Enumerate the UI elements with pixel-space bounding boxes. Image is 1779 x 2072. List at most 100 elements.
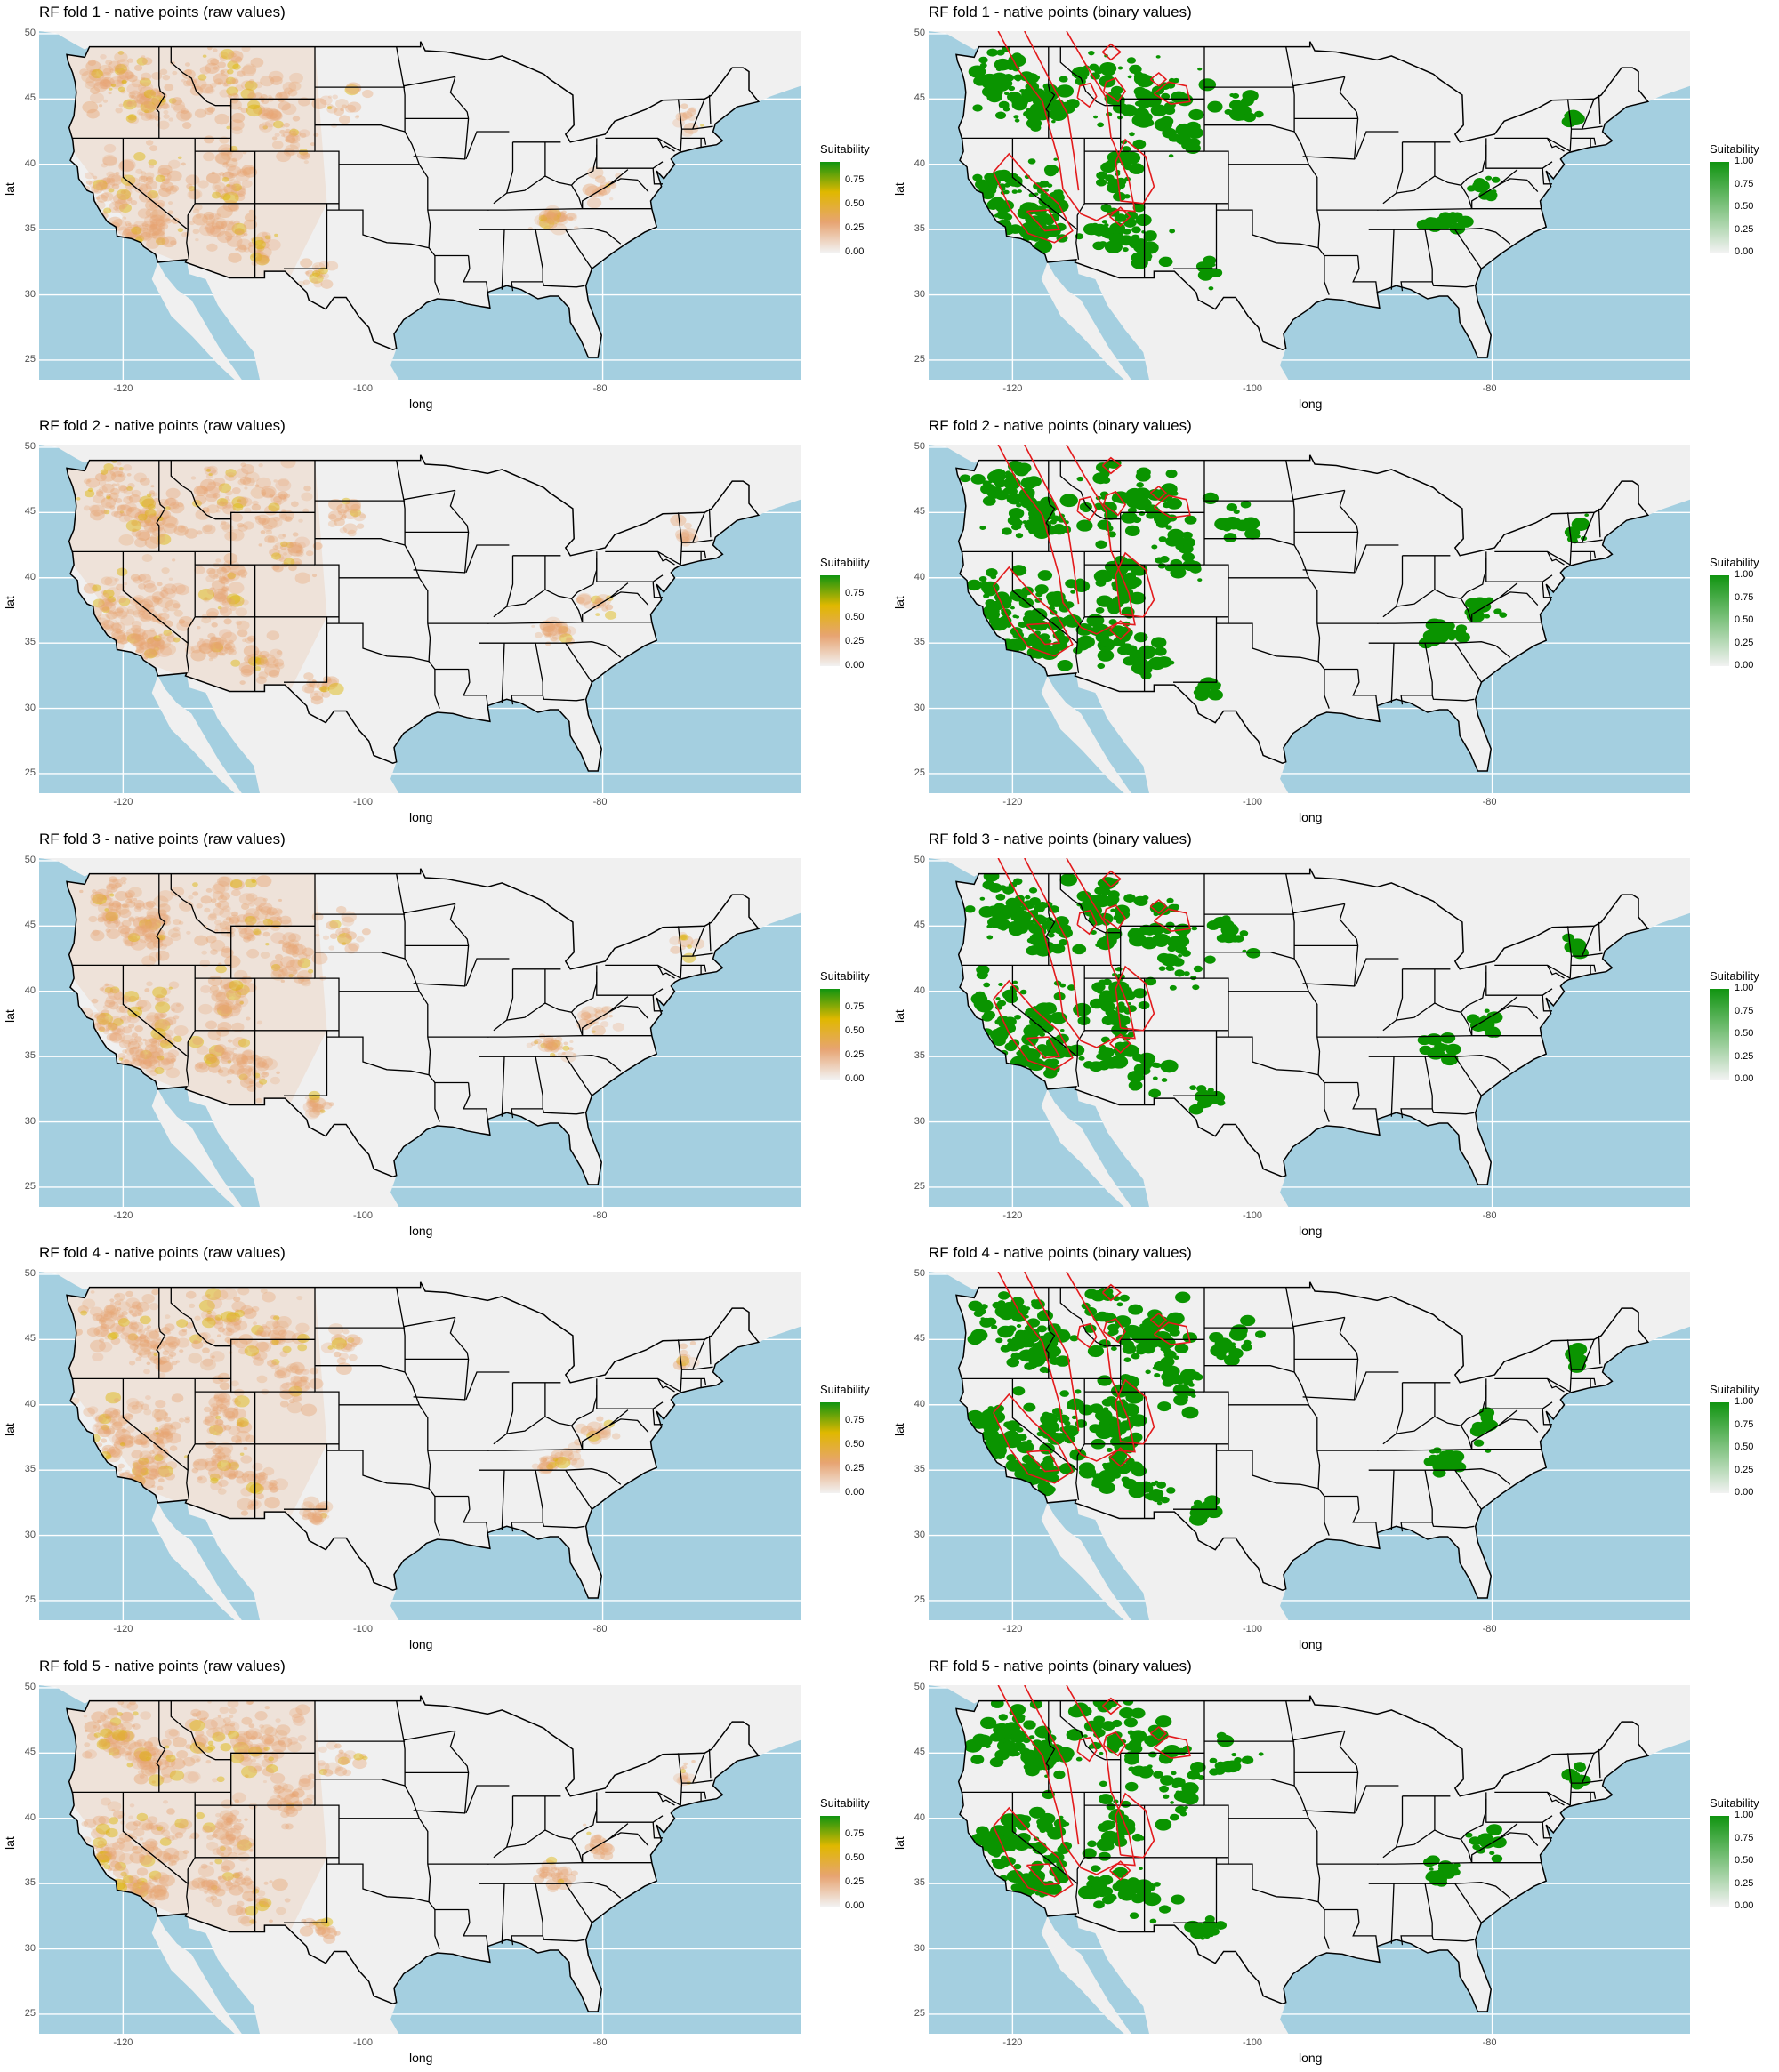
raw-suitability-cell [82,1298,96,1309]
raw-suitability-cell [206,481,222,494]
raw-suitability-cell [234,228,245,236]
raw-suitability-cell [142,498,157,509]
raw-suitability-cell [342,514,347,518]
raw-suitability-cell [313,281,323,288]
raw-suitability-cell [342,927,351,934]
state-border [1382,555,1404,618]
raw-suitability-cell [151,1019,168,1032]
raw-suitability-cell [142,1061,148,1064]
raw-suitability-cell [146,922,159,932]
raw-suitability-cell [148,492,156,498]
raw-suitability-cell [286,1401,303,1414]
raw-suitability-cell [180,110,193,120]
raw-suitability-cell [108,610,114,614]
raw-suitability-cell [157,912,169,921]
raw-suitability-cell [243,1446,248,1450]
raw-suitability-cell [258,1471,267,1477]
raw-suitability-cell [254,896,267,907]
raw-suitability-cell [133,1462,139,1467]
raw-suitability-cell [314,1504,330,1516]
raw-suitability-cell [139,1342,153,1352]
raw-suitability-cell [681,128,694,138]
raw-suitability-cell [160,1428,170,1436]
raw-suitability-cell [141,232,151,240]
raw-suitability-cell [219,1405,229,1414]
raw-suitability-cell [203,486,220,498]
raw-suitability-cell [251,879,256,884]
raw-suitability-cell [173,603,181,609]
raw-suitability-cell [130,95,136,100]
raw-suitability-cell [595,1008,600,1013]
x-tick-label: -120 [1002,797,1023,807]
binary-suitable-cell [1012,921,1022,928]
raw-suitability-cell [270,1339,279,1346]
raw-suitability-cell [109,986,120,994]
raw-suitability-cell [214,152,231,165]
raw-suitability-cell [205,1020,218,1030]
raw-suitability-cell [262,112,269,117]
raw-suitability-cell [243,1050,253,1057]
binary-suitable-cell [1184,515,1197,525]
raw-suitability-cell [144,1015,160,1027]
raw-suitability-cell [595,613,600,616]
raw-suitability-cell [203,466,212,472]
raw-suitability-cell [143,521,158,533]
raw-suitability-cell [227,202,240,212]
binary-suitable-cell [1025,488,1035,496]
raw-suitability-cell [109,897,114,902]
raw-suitability-cell [168,201,173,205]
legend-title: Suitability [820,1383,870,1396]
raw-suitability-cell [293,1376,308,1387]
y-tick-label: 35 [24,637,36,648]
raw-suitability-cell [141,57,153,66]
raw-suitability-cell [240,903,250,911]
raw-suitability-cell [568,1458,578,1466]
state-border [501,229,505,290]
raw-suitability-cell [361,928,371,936]
raw-suitability-cell [221,1311,237,1323]
raw-suitability-cell [319,272,330,280]
raw-suitability-cell [100,470,117,482]
raw-suitability-cell [126,197,133,202]
native-range-contour [1109,620,1131,640]
raw-suitability-cell [139,1339,149,1346]
raw-suitability-cell [89,509,105,521]
raw-suitability-cell [155,219,166,227]
raw-suitability-cell [126,605,141,616]
raw-suitability-cell [138,610,146,616]
raw-suitability-cell [232,1397,239,1403]
raw-suitability-cell [283,942,288,946]
raw-suitability-cell [109,893,115,897]
raw-suitability-cell [288,542,294,547]
raw-suitability-cell [243,983,257,993]
raw-suitability-cell [136,1460,149,1471]
raw-suitability-cell [239,928,254,940]
raw-suitability-cell [336,933,352,944]
raw-suitability-cell [232,1037,246,1048]
raw-suitability-cell [544,1457,550,1460]
raw-suitability-cell [190,645,202,654]
raw-suitability-cell [157,596,173,608]
raw-suitability-cell [216,1456,224,1462]
raw-suitability-cell [157,909,167,917]
raw-suitability-cell [110,1310,125,1321]
state-border [1598,921,1601,952]
map-plot-area [929,858,1690,1207]
binary-suitable-cell [1115,1041,1126,1050]
raw-suitability-cell [172,558,176,562]
legend-tick-label: 0.00 [1735,246,1754,257]
raw-suitability-cell [92,929,100,936]
raw-suitability-cell [217,876,230,887]
binary-suitable-cell [1231,92,1240,99]
raw-suitability-cell [307,1098,315,1104]
raw-suitability-cell [563,626,576,637]
raw-suitability-cell [256,1060,266,1068]
raw-suitability-cell [118,1039,131,1048]
binary-suitable-cell [1133,238,1149,250]
state-border [1431,1108,1475,1115]
binary-suitable-cell [1010,606,1015,610]
raw-suitability-cell [231,1462,240,1468]
raw-suitability-cell [172,503,180,510]
raw-suitability-cell [309,1094,320,1103]
raw-suitability-cell [609,197,614,201]
